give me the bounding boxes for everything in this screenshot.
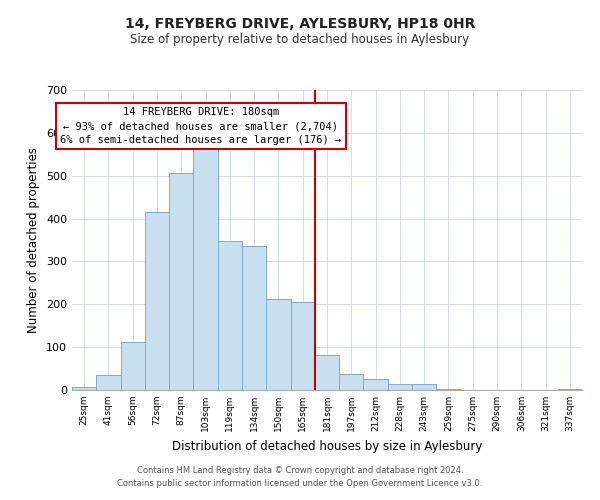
Bar [72, 386, 96, 390]
Bar [315, 355, 339, 390]
Bar [96, 375, 121, 390]
Bar [388, 384, 412, 390]
Bar [193, 143, 218, 390]
Text: 14 FREYBERG DRIVE: 180sqm
← 93% of detached houses are smaller (2,704)
6% of sem: 14 FREYBERG DRIVE: 180sqm ← 93% of detac… [60, 107, 341, 145]
Text: Size of property relative to detached houses in Aylesbury: Size of property relative to detached ho… [130, 32, 470, 46]
X-axis label: Distribution of detached houses by size in Aylesbury: Distribution of detached houses by size … [172, 440, 482, 452]
Bar [436, 389, 461, 390]
Bar [145, 212, 169, 390]
Bar [242, 246, 266, 390]
Text: Contains HM Land Registry data © Crown copyright and database right 2024.
Contai: Contains HM Land Registry data © Crown c… [118, 466, 482, 487]
Bar [169, 172, 193, 390]
Bar [121, 342, 145, 390]
Bar [218, 242, 242, 390]
Text: 14, FREYBERG DRIVE, AYLESBURY, HP18 0HR: 14, FREYBERG DRIVE, AYLESBURY, HP18 0HR [125, 18, 475, 32]
Bar [339, 374, 364, 390]
Bar [558, 389, 582, 390]
Bar [412, 384, 436, 390]
Bar [266, 299, 290, 390]
Bar [364, 380, 388, 390]
Bar [290, 302, 315, 390]
Y-axis label: Number of detached properties: Number of detached properties [28, 147, 40, 333]
